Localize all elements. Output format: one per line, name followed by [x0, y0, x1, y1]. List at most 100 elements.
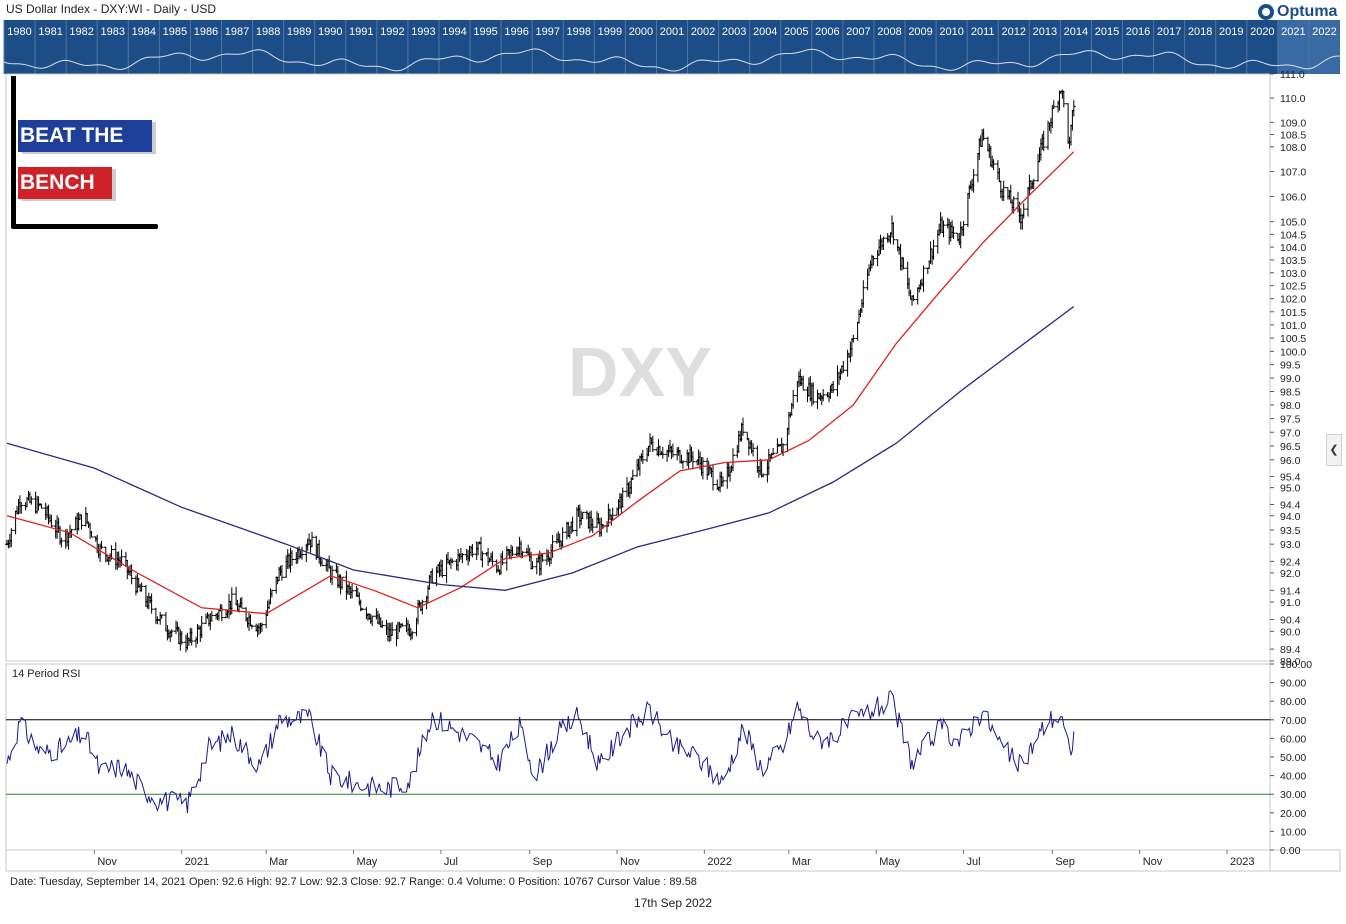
- navigator-year-label: 1992: [380, 26, 404, 38]
- price-axis-label: 95.0: [1280, 483, 1301, 495]
- navigator-year-label: 2002: [691, 26, 715, 38]
- price-axis-label: 98.0: [1280, 400, 1301, 412]
- rsi-axis-label: 40.00: [1280, 771, 1306, 783]
- ohlc-bar: [370, 615, 375, 627]
- ohlc-bar: [981, 128, 986, 141]
- ohlc-bar: [911, 294, 916, 302]
- ohlc-bar: [1051, 100, 1056, 109]
- price-axis-label: 105.0: [1280, 217, 1306, 229]
- navigator-year-label: 1990: [318, 26, 342, 38]
- optuma-logo-icon: [1258, 4, 1274, 20]
- ohlc-bar: [9, 528, 14, 547]
- ohlc-bar: [921, 265, 926, 292]
- ohlc-bar: [941, 220, 946, 238]
- ohlc-bar: [129, 564, 134, 585]
- price-axis-label: 90.0: [1280, 626, 1301, 638]
- ohlc-bar: [219, 604, 224, 622]
- navigator-year-label: 2005: [784, 26, 808, 38]
- ohlc-bar: [1031, 178, 1036, 190]
- price-axis-label: 110.0: [1280, 93, 1306, 105]
- price-axis-label: 90.4: [1280, 615, 1301, 627]
- ohlc-bar: [690, 451, 695, 470]
- collapse-panel-button[interactable]: ❮: [1326, 434, 1342, 466]
- ohlc-bar: [380, 620, 385, 628]
- moving-average-slow-line: [6, 305, 1075, 591]
- ohlc-bar: [791, 389, 796, 409]
- ohlc-bar: [486, 548, 491, 566]
- timeline-navigator[interactable]: [4, 20, 1340, 74]
- ohlc-bar: [169, 629, 174, 638]
- ohlc-bar: [29, 496, 34, 505]
- ohlc-bar: [901, 257, 906, 270]
- date-axis-label: Nov: [97, 856, 117, 868]
- rsi-axis-label: 20.00: [1280, 808, 1306, 820]
- ohlc-bar: [961, 221, 966, 237]
- price-axis-label: 92.4: [1280, 556, 1301, 568]
- price-axis-label: 91.4: [1280, 585, 1301, 597]
- date-axis-label: Sep: [533, 856, 553, 868]
- ohlc-bar: [891, 222, 896, 245]
- ohlc-bar: [855, 321, 860, 341]
- navigator-year-label: 2020: [1250, 26, 1274, 38]
- ohlc-bar: [1071, 100, 1076, 117]
- ohlc-bar: [721, 476, 725, 487]
- navigator-year-label: 1989: [287, 26, 311, 38]
- rsi-panel-label: 14 Period RSI: [12, 668, 81, 680]
- navigator-year-label: 2008: [877, 26, 901, 38]
- moving-average-fast-line: [6, 151, 1075, 615]
- price-axis-label: 102.0: [1280, 294, 1306, 306]
- ohlc-bar: [300, 546, 304, 560]
- ohlc-bar: [79, 514, 84, 530]
- ohlc-bar: [320, 558, 324, 567]
- status-bar: Date: Tuesday, September 14, 2021 Open: …: [10, 876, 697, 888]
- rsi-line: [6, 690, 1075, 814]
- price-axis-label: 97.0: [1280, 427, 1301, 439]
- ohlc-bar: [741, 417, 745, 436]
- ohlc-bar: [841, 360, 846, 373]
- price-axis-label: 91.0: [1280, 597, 1301, 609]
- ohlc-bar: [560, 527, 565, 547]
- ohlc-bar: [925, 267, 930, 274]
- optuma-logo: Optuma: [1258, 2, 1342, 22]
- beat-the-bench-logo: BEAT THE BENCH: [8, 74, 160, 234]
- price-axis-label: 92.0: [1280, 568, 1301, 580]
- ohlc-bar: [660, 446, 665, 459]
- price-axis-label: 103.5: [1280, 255, 1306, 267]
- ohlc-bar: [390, 622, 395, 636]
- ohlc-bar: [700, 457, 705, 480]
- ohlc-bar: [781, 443, 786, 456]
- ohlc-bar: [189, 628, 194, 646]
- price-axis-label: 104.5: [1280, 229, 1306, 241]
- navigator-year-label: 2021: [1281, 26, 1305, 38]
- ohlc-bar: [851, 334, 856, 343]
- navigator-year-label: 1994: [442, 26, 466, 38]
- ohlc-bar: [279, 565, 284, 581]
- price-axis-label: 103.0: [1280, 268, 1306, 280]
- price-axis-label: 99.5: [1280, 360, 1301, 372]
- ohlc-bar: [460, 553, 465, 564]
- navigator-year-label: 2012: [1002, 26, 1026, 38]
- ohlc-bar: [500, 551, 505, 566]
- price-axis-label: 106.0: [1280, 191, 1306, 203]
- navigator-year-label: 2017: [1157, 26, 1181, 38]
- price-axis-label: 101.0: [1280, 320, 1306, 332]
- ohlc-bar: [269, 589, 274, 598]
- chart-date-footer: 17th Sep 2022: [633, 896, 713, 910]
- navigator-year-label: 1995: [473, 26, 497, 38]
- ohlc-bar: [771, 448, 776, 456]
- ohlc-bar: [1061, 90, 1066, 108]
- ohlc-bar: [630, 469, 635, 480]
- navigator-year-label: 2014: [1064, 26, 1088, 38]
- ohlc-bar: [350, 584, 355, 599]
- navigator-year-label: 2018: [1188, 26, 1212, 38]
- date-axis-label: Sep: [1055, 856, 1075, 868]
- navigator-year-label: 1986: [194, 26, 218, 38]
- chart-title: US Dollar Index - DXY:WI - Daily - USD: [6, 2, 217, 16]
- date-axis-frame: [5, 849, 1341, 872]
- ohlc-bar: [290, 550, 294, 566]
- ohlc-bar: [540, 554, 545, 562]
- ohlc-bar: [831, 381, 836, 393]
- date-axis-label: 2021: [185, 856, 209, 868]
- navigator-year-label: 2003: [722, 26, 746, 38]
